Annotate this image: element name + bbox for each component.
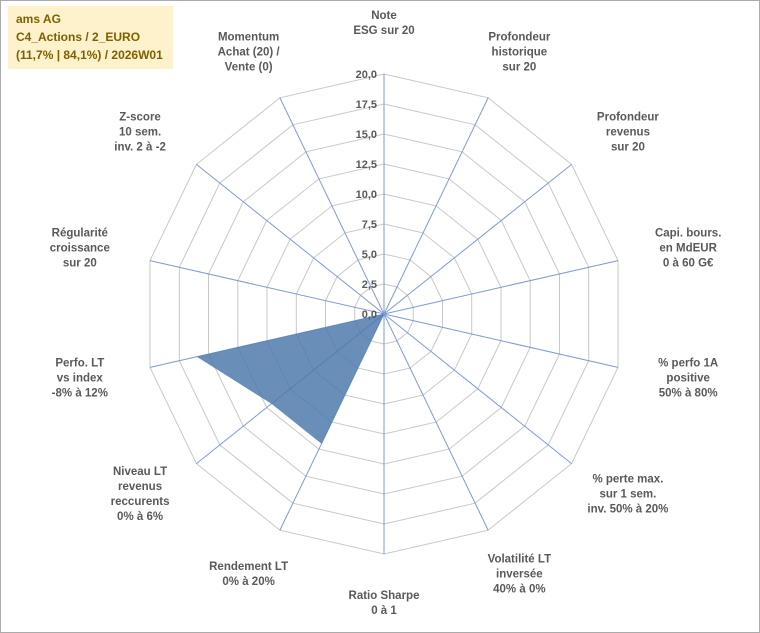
category-label: % perfo 1A positive 50% à 80% — [658, 357, 719, 400]
radial-tick-label: 12,5 — [356, 159, 377, 171]
axis-spoke — [383, 313, 489, 531]
category-label: % perte max. sur 1 sem. inv. 50% à 20% — [587, 473, 669, 516]
radial-tick-label: 2,5 — [362, 279, 377, 291]
category-label: Profondeur revenus sur 20 — [596, 111, 659, 154]
category-label: Niveau LT revenus reccurents 0% à 6% — [110, 465, 170, 523]
category-label: Ratio Sharpe 0 à 1 — [348, 590, 420, 617]
category-label: Régularité croissance sur 20 — [49, 227, 110, 270]
axis-spoke — [279, 313, 385, 531]
category-label: Momentum Achat (20) / Vente (0) — [217, 31, 280, 74]
axis-spoke — [383, 313, 619, 368]
radial-tick-label: 0,0 — [362, 309, 377, 321]
axis-spoke — [383, 97, 489, 315]
radial-tick-label: 20,0 — [356, 69, 377, 81]
radial-tick-label: 7,5 — [362, 219, 377, 231]
radial-tick-label: 5,0 — [362, 249, 377, 261]
category-label: Perfo. LT vs index -8% à 12% — [51, 357, 108, 400]
radial-tick-label: 10,0 — [356, 189, 377, 201]
category-label: Capi. bours. en MdEUR 0 à 60 G€ — [654, 227, 722, 270]
category-label: Z-score 10 sem. inv. 2 à -2 — [114, 111, 166, 154]
info-security-name: ams AG — [16, 12, 61, 26]
axis-spoke — [383, 313, 572, 465]
axis-spoke — [279, 97, 385, 315]
radial-tick-label: 17,5 — [356, 99, 377, 111]
category-label: Note ESG sur 20 — [353, 10, 415, 37]
info-category: C4_Actions / 2_EURO — [16, 30, 141, 44]
axis-spoke — [196, 163, 385, 315]
category-label: Volatilité LT inversée 40% à 0% — [487, 553, 552, 596]
radial-tick-label: 15,0 — [356, 129, 377, 141]
axis-spoke — [149, 260, 385, 315]
category-label: Profondeur historique sur 20 — [488, 31, 551, 74]
axis-spoke — [383, 260, 619, 315]
series-area — [196, 130, 473, 444]
info-stats: (11,7% | 84,1%) / 2026W01 — [16, 48, 163, 62]
info-box: ams AG C4_Actions / 2_EURO (11,7% | 84,1… — [8, 6, 173, 69]
category-label: Rendement LT 0% à 20% — [209, 561, 289, 589]
axis-spoke — [383, 163, 572, 315]
